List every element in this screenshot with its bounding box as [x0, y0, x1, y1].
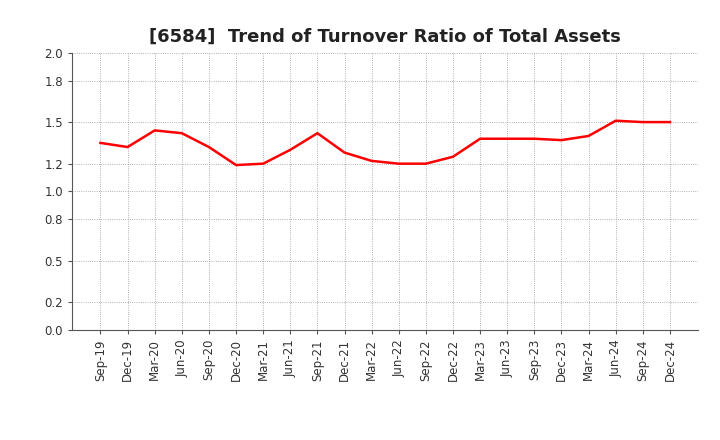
Title: [6584]  Trend of Turnover Ratio of Total Assets: [6584] Trend of Turnover Ratio of Total …	[149, 28, 621, 46]
